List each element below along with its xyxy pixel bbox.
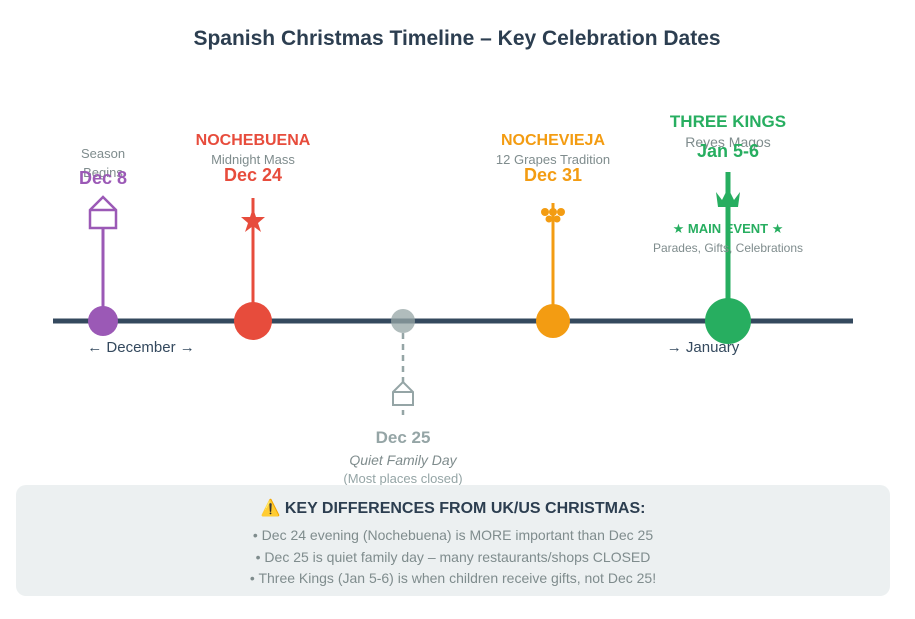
difference-item-3: • Three Kings (Jan 5-6) is when children… (249, 570, 657, 586)
main-event-badge: ★ MAIN EVENT ★ (672, 221, 784, 236)
event-season-begins (88, 195, 118, 336)
season-label-line2: Begins (83, 165, 123, 180)
event-christmas-day (391, 309, 415, 415)
season-label-line1: Season (80, 146, 126, 161)
nochebuena-date: Dec 24 (223, 165, 283, 185)
kings-subtitle: Reyes Magos (685, 134, 771, 150)
star-icon (241, 208, 265, 232)
crown-icon (716, 188, 740, 207)
season-marker (88, 306, 118, 336)
nochevieja-marker (536, 304, 570, 338)
key-differences-heading: ⚠️ KEY DIFFERENCES FROM UK/US CHRISTMAS: (260, 500, 646, 517)
event-nochebuena (234, 198, 272, 340)
house-icon (88, 195, 118, 230)
month-label-january: → January (666, 339, 740, 356)
event-nochevieja (536, 203, 570, 338)
grapes-icon (541, 203, 565, 223)
key-differences-panel: ⚠️ KEY DIFFERENCES FROM UK/US CHRISTMAS:… (16, 485, 890, 596)
season-date: Dec 8 (78, 168, 128, 188)
event-three-kings (705, 172, 751, 344)
nochebuena-name: NOCHEBUENA (195, 132, 311, 149)
christmas-marker (391, 309, 415, 333)
month-label-december: ← December → (87, 339, 195, 356)
christmas-note: (Most places closed) (343, 471, 463, 486)
difference-item-1: • Dec 24 evening (Nochebuena) is MORE im… (252, 527, 654, 543)
nochevieja-name: NOCHEVIEJA (500, 132, 606, 149)
nochevieja-subtitle: 12 Grapes Tradition (495, 152, 611, 167)
nochebuena-subtitle: Midnight Mass (211, 152, 295, 167)
kings-detail: Parades, Gifts, Celebrations (652, 241, 804, 255)
nochebuena-marker (234, 302, 272, 340)
christmas-date: Dec 25 (375, 428, 431, 447)
page-title: Spanish Christmas Timeline – Key Celebra… (193, 27, 721, 50)
house-icon (392, 380, 414, 406)
christmas-subtitle: Quiet Family Day (349, 452, 457, 468)
kings-marker (705, 298, 751, 344)
kings-name: THREE KINGS (669, 112, 787, 131)
nochevieja-date: Dec 31 (523, 165, 583, 185)
kings-date: Jan 5-6 (696, 141, 760, 161)
difference-item-2: • Dec 25 is quiet family day – many rest… (255, 549, 651, 565)
